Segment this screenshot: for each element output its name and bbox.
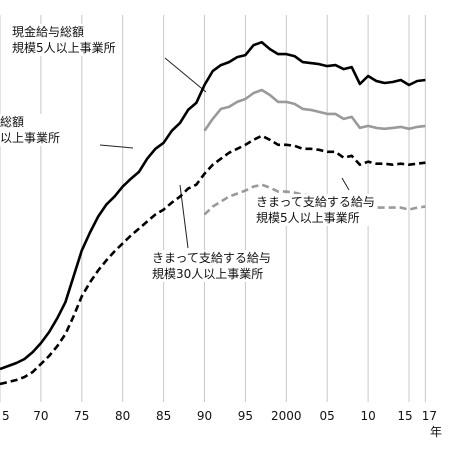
x-tick-labels: 5 70 75 80 85 90 95 2000 05 10 15 17 年 <box>2 409 442 439</box>
leader-regular5 <box>341 177 350 191</box>
annotation-regular5-line2: 規模5人以上事業所 <box>256 211 360 225</box>
x-tick-label: 15 <box>397 409 412 423</box>
x-unit-label: 年 <box>430 425 442 439</box>
annotation-total30-line1: 総額 <box>0 115 25 129</box>
x-tick-label: 85 <box>156 409 171 423</box>
annotation-regular30-line1: きまって支給する給与 <box>152 251 271 265</box>
x-tick-label: 5 <box>2 409 10 423</box>
leader-total5 <box>164 57 207 93</box>
annotation-regular30: きまって支給する給与 規模30人以上事業所 <box>152 250 271 282</box>
x-tick-label: 90 <box>197 409 212 423</box>
leader-total30 <box>99 144 134 149</box>
x-tick-label: 70 <box>33 409 48 423</box>
series-line-total30 <box>0 40 426 371</box>
x-tick-label: 10 <box>360 409 375 423</box>
annotation-total5-line2: 規模5人以上事業所 <box>12 41 116 55</box>
x-tick-label: 80 <box>115 409 130 423</box>
x-tick-label: 75 <box>74 409 89 423</box>
x-tick-label: 05 <box>320 409 335 423</box>
series-line-total5 <box>203 88 426 132</box>
annotation-regular30-line2: 規模30人以上事業所 <box>152 267 264 281</box>
annotation-total30: 総額 以上事業所 <box>0 114 61 146</box>
series-line-regular30 <box>0 134 426 386</box>
x-tick-label: 2000 <box>271 409 302 423</box>
annotation-total5-line1: 現金給与総額 <box>12 25 85 39</box>
annotation-regular5-line1: きまって支給する給与 <box>256 195 375 209</box>
annotation-total5: 現金給与総額 規模5人以上事業所 <box>12 24 116 56</box>
x-tick-label: 17 <box>422 409 437 423</box>
x-tick-label: 95 <box>238 409 253 423</box>
annotation-regular5: きまって支給する給与 規模5人以上事業所 <box>256 194 375 226</box>
annotation-total30-line2: 以上事業所 <box>0 131 61 145</box>
series-lines <box>0 40 426 386</box>
